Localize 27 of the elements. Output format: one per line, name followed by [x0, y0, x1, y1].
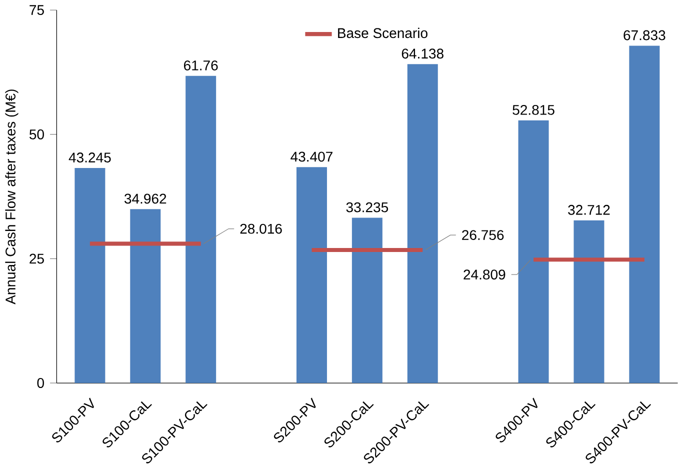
bar	[407, 64, 438, 383]
y-tick-label: 0	[37, 378, 44, 388]
y-tick-label: 25	[30, 254, 44, 264]
data-label: 43.245	[68, 152, 111, 162]
data-label: 26.756	[462, 230, 504, 240]
bar	[296, 166, 327, 383]
data-label: 52.815	[512, 104, 554, 115]
data-label: 34.962	[124, 194, 166, 204]
data-label: 28.016	[240, 224, 282, 234]
bar	[186, 76, 216, 383]
data-label: 67.833	[624, 30, 666, 40]
bar	[518, 120, 549, 383]
data-label: 64.138	[402, 48, 444, 58]
y-tick-label: 50	[29, 129, 44, 140]
bar	[574, 220, 604, 383]
legend-label: Base Scenario	[338, 28, 428, 38]
bar	[352, 218, 382, 383]
data-label: 61.76	[184, 60, 218, 70]
data-label: 24.809	[464, 269, 506, 280]
data-label: 33.235	[346, 202, 388, 212]
y-tick-label: 75	[30, 4, 44, 15]
bar	[130, 208, 161, 383]
data-label: 32.712	[568, 204, 610, 215]
data-label: 43.407	[290, 152, 332, 162]
bar	[74, 168, 106, 383]
y-axis-title: Annual Cash Flow after taxes (M€)	[5, 89, 18, 304]
bar	[629, 46, 660, 383]
